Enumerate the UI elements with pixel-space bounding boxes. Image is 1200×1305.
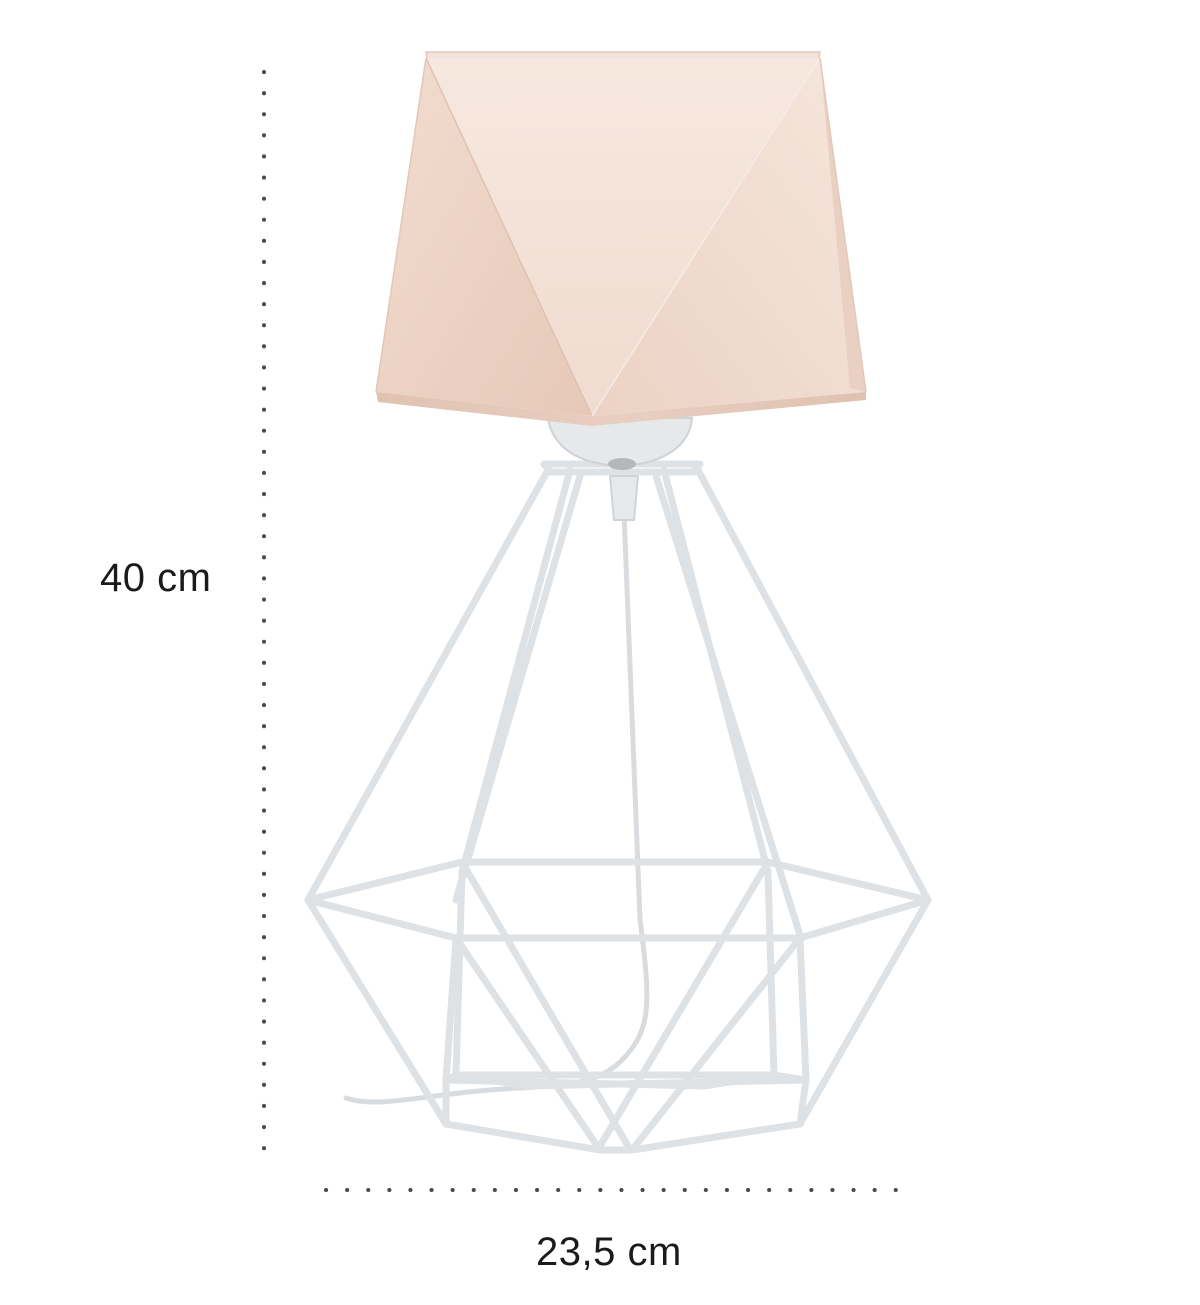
- wire-frame-base: [304, 460, 932, 1154]
- lampshade: [375, 51, 867, 426]
- cable-connector: [608, 475, 640, 521]
- height-dimension-label: 40 cm: [100, 556, 212, 600]
- bulb-holder: [546, 417, 694, 470]
- power-cable: [343, 509, 650, 1105]
- width-dimension-label: 23,5 cm: [536, 1230, 682, 1274]
